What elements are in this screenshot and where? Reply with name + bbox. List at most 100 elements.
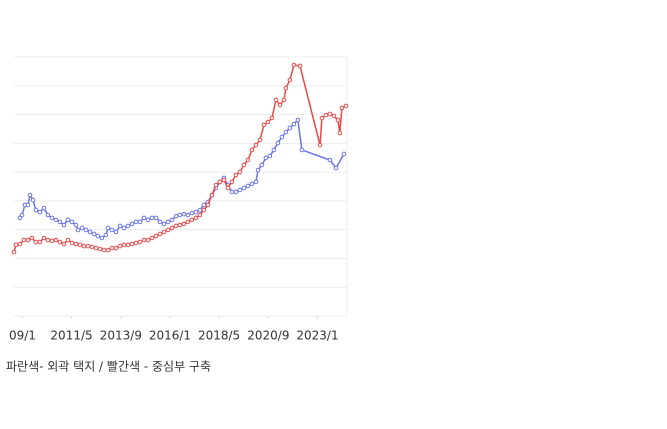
data-point	[41, 205, 47, 211]
data-point	[29, 235, 35, 241]
data-point	[333, 165, 339, 171]
data-point	[161, 229, 167, 235]
data-point	[283, 129, 289, 135]
data-point	[149, 215, 155, 221]
data-point	[283, 85, 289, 91]
data-point	[263, 155, 269, 161]
data-point	[261, 122, 267, 128]
data-point	[229, 179, 235, 185]
data-point	[45, 212, 51, 218]
data-point	[193, 215, 199, 221]
x-tick-label: 2016/1	[149, 329, 191, 343]
data-point	[33, 207, 39, 213]
data-point	[101, 247, 107, 253]
data-point	[279, 134, 285, 140]
data-point	[57, 239, 63, 245]
data-point	[291, 121, 297, 127]
data-point	[85, 243, 91, 249]
caption: 파란색- 외곽 택지 / 빨간색 - 중심부 구축	[6, 360, 211, 374]
data-point	[17, 241, 23, 247]
data-point	[281, 97, 287, 103]
data-point	[165, 219, 171, 225]
data-point	[177, 212, 183, 218]
data-point	[287, 77, 293, 83]
data-point	[317, 142, 323, 148]
data-point	[295, 117, 301, 123]
data-point	[275, 140, 281, 146]
data-point	[65, 237, 71, 243]
data-point	[113, 229, 119, 235]
data-point	[145, 237, 151, 243]
data-point	[49, 215, 55, 221]
data-point	[81, 243, 87, 249]
data-point	[169, 217, 175, 223]
data-point	[153, 215, 159, 221]
data-point	[83, 227, 89, 233]
data-point	[277, 102, 283, 108]
x-tick-label: 2023/1	[296, 329, 338, 343]
data-point	[189, 210, 195, 216]
data-point	[299, 147, 305, 153]
data-point	[189, 217, 195, 223]
data-point	[245, 157, 251, 163]
data-point	[271, 147, 277, 153]
data-point	[319, 115, 325, 121]
data-point	[33, 239, 39, 245]
data-point	[259, 162, 265, 168]
data-point	[149, 235, 155, 241]
data-point	[113, 245, 119, 251]
data-point	[11, 249, 17, 255]
data-point	[109, 245, 115, 251]
data-point	[91, 231, 97, 237]
data-point	[181, 221, 187, 227]
data-point	[343, 103, 349, 109]
data-point	[255, 167, 261, 173]
data-point	[157, 219, 163, 225]
data-point	[225, 185, 231, 191]
data-point	[121, 225, 127, 231]
data-point	[61, 241, 67, 247]
data-point	[335, 117, 341, 123]
data-point	[229, 189, 235, 195]
data-point	[137, 219, 143, 225]
data-point	[25, 237, 31, 243]
data-point	[27, 192, 33, 198]
x-tick-label: 2018/5	[198, 329, 240, 343]
data-point	[157, 231, 163, 237]
data-point	[209, 192, 215, 198]
data-point	[75, 227, 81, 233]
data-point	[17, 215, 23, 221]
data-point	[77, 242, 83, 248]
data-point	[331, 113, 337, 119]
data-point	[49, 238, 55, 244]
data-point	[185, 212, 191, 218]
data-point	[267, 153, 273, 159]
data-point	[57, 219, 63, 225]
data-point	[97, 246, 103, 252]
data-point	[193, 209, 199, 215]
data-point	[145, 217, 151, 223]
data-point	[237, 187, 243, 193]
data-point	[95, 233, 101, 239]
x-tick-label: 09/1	[9, 329, 36, 343]
data-point	[181, 211, 187, 217]
data-point	[25, 202, 31, 208]
data-point	[69, 240, 75, 246]
data-point	[103, 232, 109, 238]
data-point	[73, 222, 79, 228]
data-point	[253, 142, 259, 148]
data-point	[69, 219, 75, 225]
data-point	[125, 242, 131, 248]
data-point	[65, 217, 71, 223]
data-point	[121, 242, 127, 248]
data-point	[109, 227, 115, 233]
data-point	[185, 219, 191, 225]
data-point	[237, 169, 243, 175]
data-point	[291, 62, 297, 68]
data-point	[265, 119, 271, 125]
data-point	[21, 237, 27, 243]
data-point	[129, 221, 135, 227]
data-point	[61, 222, 67, 228]
